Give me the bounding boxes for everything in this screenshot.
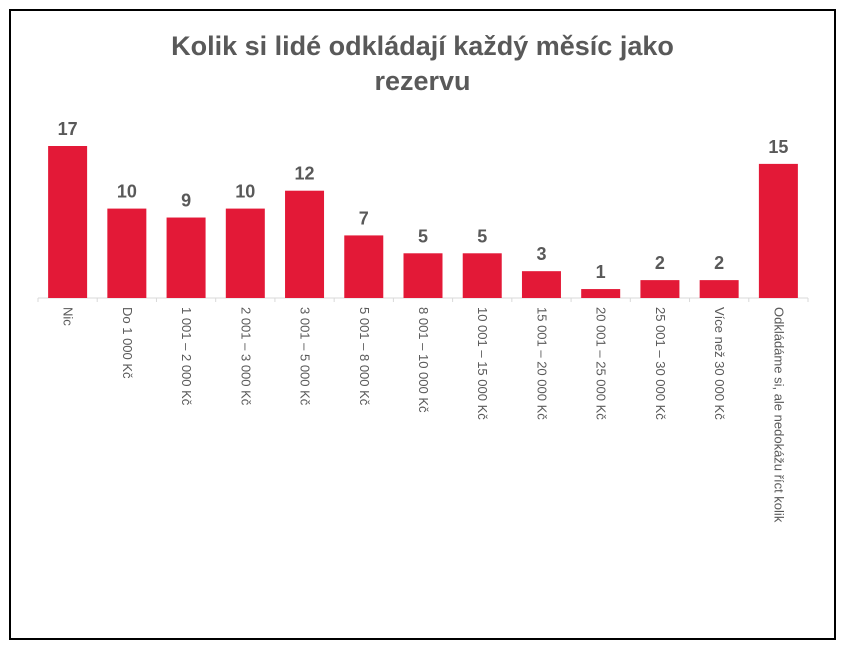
category-label: 15 001 – 20 000 Kč xyxy=(534,307,549,420)
bars-group xyxy=(48,146,798,298)
x-axis-ticks xyxy=(37,298,809,302)
category-label: 8 001 – 10 000 Kč xyxy=(416,307,431,413)
data-label: 10 xyxy=(117,182,137,202)
data-label: 7 xyxy=(359,208,369,228)
bar xyxy=(699,280,739,298)
bar xyxy=(581,289,621,298)
bar xyxy=(344,235,384,298)
bar xyxy=(48,146,88,298)
bar xyxy=(462,253,502,298)
chart-title: Kolik si lidé odkládají každý měsíc jako… xyxy=(11,29,834,99)
data-label: 10 xyxy=(235,182,255,202)
bar xyxy=(107,208,147,298)
bar xyxy=(225,208,265,298)
category-label: Do 1 000 Kč xyxy=(120,307,135,379)
category-label: 1 001 – 2 000 Kč xyxy=(179,307,194,406)
bar xyxy=(403,253,443,298)
category-label: 25 001 – 30 000 Kč xyxy=(653,307,668,420)
category-label: Odkládáme si, ale nedokážu říct kolik xyxy=(771,307,786,523)
bar xyxy=(758,163,798,298)
category-labels-group: Nic Do 1 000 Kč 1 001 – 2 000 Kč 2 001 – 3 … xyxy=(61,307,787,523)
data-label: 12 xyxy=(295,164,315,184)
data-label: 1 xyxy=(596,262,606,282)
data-label: 2 xyxy=(655,253,665,273)
bar xyxy=(640,280,680,298)
chart-frame: Kolik si lidé odkládají každý měsíc jako… xyxy=(9,9,836,640)
bar xyxy=(166,217,206,298)
chart-title-line-1: Kolik si lidé odkládají každý měsíc jako xyxy=(171,31,674,61)
category-label: Více než 30 000 Kč xyxy=(712,307,727,420)
category-label: 20 001 – 25 000 Kč xyxy=(594,307,609,420)
data-label: 3 xyxy=(536,244,546,264)
data-label: 5 xyxy=(477,226,487,246)
category-label: 5 001 – 8 000 Kč xyxy=(357,307,372,406)
data-label: 2 xyxy=(714,253,724,273)
category-label: 3 001 – 5 000 Kč xyxy=(298,307,313,406)
category-label: 10 001 – 15 000 Kč xyxy=(475,307,490,420)
bar xyxy=(521,271,561,298)
data-label: 17 xyxy=(58,119,78,139)
category-label: 2 001 – 3 000 Kč xyxy=(238,307,253,406)
data-label: 5 xyxy=(418,226,428,246)
bar xyxy=(285,190,325,298)
data-label: 15 xyxy=(768,137,788,157)
category-label: Nic xyxy=(61,307,76,326)
chart-title-line-2: rezervu xyxy=(374,66,471,96)
data-label: 9 xyxy=(181,191,191,211)
